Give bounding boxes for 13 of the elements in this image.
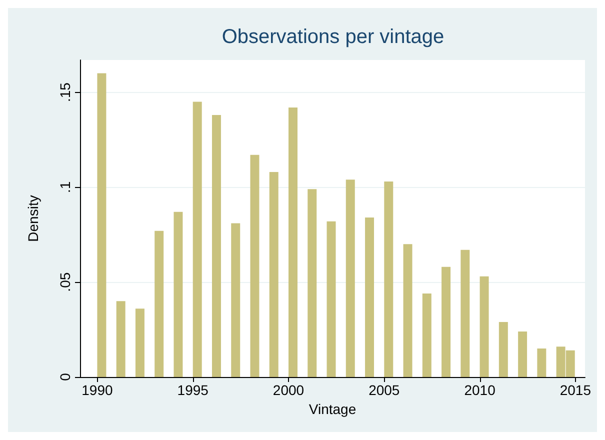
x-tick-label: 2010 [464,382,496,398]
x-tick-label: 1990 [82,382,113,398]
y-axis-title: Density [25,195,41,242]
y-tick-label: .1 [57,181,73,194]
x-axis-title: Vintage [308,401,356,417]
x-tick-label: 2015 [560,382,592,398]
y-tick-label: .05 [57,272,73,292]
y-tick-label: .15 [57,82,73,102]
x-tick-label: 2000 [272,382,304,398]
y-tick-label: 0 [57,372,73,381]
chart-title: Observations per vintage [222,26,444,48]
x-tick-label: 1995 [177,382,209,398]
x-tick-label: 2005 [368,382,400,398]
